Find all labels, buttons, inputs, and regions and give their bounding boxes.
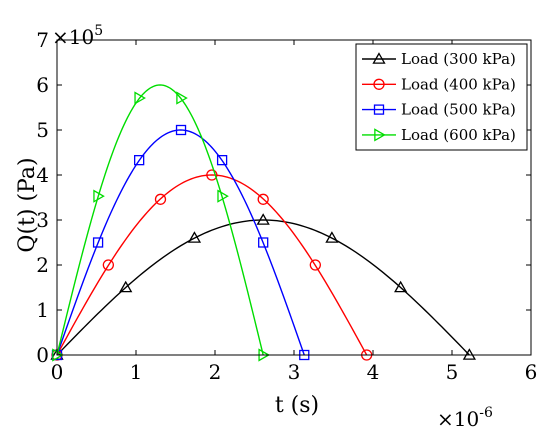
data-point-circle bbox=[154, 193, 167, 205]
legend-entry: Load (500 kPa) bbox=[362, 101, 516, 119]
x-axis-label: t (s) bbox=[275, 393, 319, 418]
legend-label: Load (600 kPa) bbox=[401, 126, 516, 144]
data-point-triangle bbox=[119, 280, 133, 293]
data-point-triangle-right bbox=[52, 348, 64, 362]
x-tick-label: 6 bbox=[525, 360, 538, 384]
x-tick-label: 4 bbox=[367, 360, 380, 384]
legend-label: Load (500 kPa) bbox=[401, 101, 516, 119]
x-tick-label: 5 bbox=[446, 360, 459, 384]
data-point-square bbox=[216, 154, 228, 166]
legend-label: Load (400 kPa) bbox=[401, 75, 516, 93]
y-tick-label: 2 bbox=[36, 253, 49, 277]
data-point-square bbox=[134, 154, 145, 166]
series-line bbox=[56, 84, 264, 356]
data-point-square bbox=[373, 104, 385, 115]
y-axis-label: Q(t) (Pa) bbox=[15, 157, 40, 252]
x-tick-label: 1 bbox=[130, 360, 143, 384]
y-tick-label: 1 bbox=[36, 298, 49, 322]
data-point-circle bbox=[102, 259, 114, 271]
data-point-square bbox=[175, 124, 187, 136]
series-1 bbox=[50, 213, 477, 360]
data-point-circle bbox=[257, 193, 269, 205]
data-point-triangle-right bbox=[93, 189, 105, 203]
y-tick-label: 7 bbox=[36, 28, 49, 52]
data-point-triangle-right bbox=[176, 91, 188, 105]
data-point-triangle bbox=[372, 52, 386, 64]
data-point-triangle bbox=[462, 348, 477, 360]
data-point-triangle bbox=[187, 231, 202, 243]
y-axis-multiplier: ×105 bbox=[52, 23, 103, 49]
legend-label: Load (300 kPa) bbox=[401, 50, 516, 68]
x-tick-label: 0 bbox=[51, 360, 64, 384]
x-axis-multiplier: ×10-6 bbox=[437, 405, 493, 431]
series-line bbox=[56, 219, 470, 356]
y-tick-label: 5 bbox=[36, 118, 49, 142]
legend: Load (300 kPa) Load (400 kPa) Load (500 kP… bbox=[355, 43, 528, 151]
series-line bbox=[56, 174, 368, 356]
legend-entry: Load (600 kPa) bbox=[362, 126, 516, 144]
data-point-circle bbox=[206, 169, 218, 181]
data-point-triangle bbox=[325, 231, 339, 243]
data-point-triangle-right bbox=[217, 189, 229, 203]
y-tick-label: 3 bbox=[36, 208, 49, 232]
series-4 bbox=[52, 84, 271, 362]
data-point-circle bbox=[373, 78, 385, 90]
legend-entry: Load (300 kPa) bbox=[362, 50, 516, 68]
series-line bbox=[56, 129, 305, 356]
data-point-triangle-right bbox=[374, 128, 386, 142]
x-tick-label: 2 bbox=[209, 360, 222, 384]
x-tick-label: 3 bbox=[288, 360, 301, 384]
plot-area bbox=[50, 84, 477, 362]
data-point-circle bbox=[309, 259, 321, 271]
data-point-triangle bbox=[256, 213, 270, 225]
axes: 0 1 2 3 4 5 6 0 1 2 3 4 5 6 7 bbox=[36, 28, 537, 384]
y-tick-label: 4 bbox=[36, 163, 49, 187]
y-tick-label: 0 bbox=[36, 343, 49, 367]
legend-entry: Load (400 kPa) bbox=[362, 75, 516, 93]
data-point-square bbox=[92, 237, 104, 248]
y-tick-label: 6 bbox=[36, 73, 49, 97]
data-point-square bbox=[258, 237, 269, 248]
legend-box bbox=[355, 43, 528, 151]
data-point-triangle bbox=[394, 280, 408, 293]
series-3 bbox=[51, 124, 310, 361]
data-point-triangle-right bbox=[134, 91, 146, 105]
